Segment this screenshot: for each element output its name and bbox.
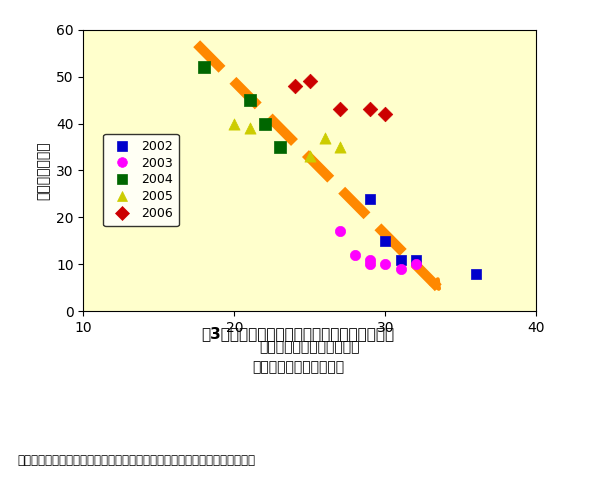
Point [365,106,375,114]
Point [411,256,420,264]
Point [200,63,209,71]
Point [320,134,330,142]
Point [411,260,420,268]
Point [290,82,300,90]
X-axis label: 出穂４週間後の止葉葉色値: 出穂４週間後の止葉葉色値 [260,340,360,355]
Point [229,120,239,127]
Point [245,96,254,104]
Point [365,260,375,268]
Text: 葉色値：葉の緑色程度を示す値で、数値が高いほど緑色が濃いことを示す。: 葉色値：葉の緑色程度を示す値で、数値が高いほど緑色が濃いことを示す。 [18,454,256,467]
Point [305,78,315,85]
Point [396,265,405,273]
Point [260,120,269,127]
Legend: 2002, 2003, 2004, 2005, 2006: 2002, 2003, 2004, 2005, 2006 [103,134,179,226]
Point [381,260,390,268]
Point [336,143,345,151]
Point [275,143,284,151]
Point [350,251,360,259]
Point [471,270,481,278]
Point [245,124,254,132]
Point [336,106,345,114]
Point [336,227,345,236]
Point [305,153,315,161]
Point [365,195,375,203]
Point [365,256,375,264]
Y-axis label: 胴割れ率（％）: 胴割れ率（％） [36,141,51,200]
Point [396,256,405,264]
Text: （品種：あきたこまち）: （品種：あきたこまち） [252,361,344,374]
Text: 噳3　登熟期の止葉葉色値と胴割れ率との関係: 噳3 登熟期の止葉葉色値と胴割れ率との関係 [201,326,395,341]
Point [381,237,390,245]
Point [381,110,390,118]
